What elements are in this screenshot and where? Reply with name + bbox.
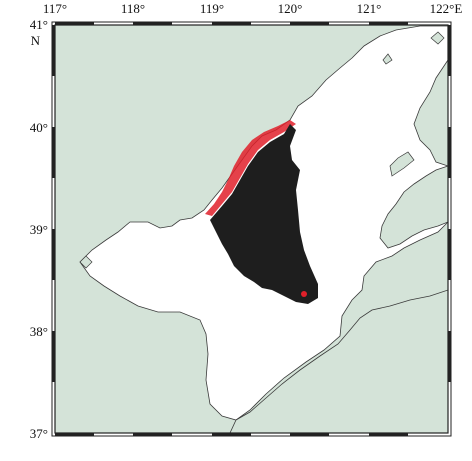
lat-tick-40: 40° <box>30 120 48 135</box>
plume-red-point <box>301 291 307 297</box>
lat-tick-labels: 41° N 40° 39° 38° 37° <box>30 17 48 441</box>
plume-area <box>210 124 318 304</box>
island-3 <box>79 255 93 269</box>
north-label: N <box>31 33 41 48</box>
lon-tick-117: 117° <box>43 1 67 16</box>
lat-tick-41: 41° <box>30 17 48 32</box>
island-2 <box>430 31 445 45</box>
lon-tick-122: 122°E <box>430 1 463 16</box>
island-1 <box>382 53 393 65</box>
lon-tick-118: 118° <box>121 1 145 16</box>
lon-tick-121: 121° <box>357 1 382 16</box>
frame-border-pattern <box>52 22 451 436</box>
lat-tick-39: 39° <box>30 222 48 237</box>
lon-tick-120: 120° <box>278 1 303 16</box>
liaodong-peninsula <box>379 165 449 249</box>
lon-tick-labels: 117° 118° 119° 120° 121° 122°E <box>43 1 462 16</box>
lat-tick-37: 37° <box>30 426 48 441</box>
plume-edge-highlight <box>205 120 296 216</box>
coast-inlet <box>389 151 415 177</box>
lon-tick-119: 119° <box>200 1 224 16</box>
lat-tick-38: 38° <box>30 324 48 339</box>
